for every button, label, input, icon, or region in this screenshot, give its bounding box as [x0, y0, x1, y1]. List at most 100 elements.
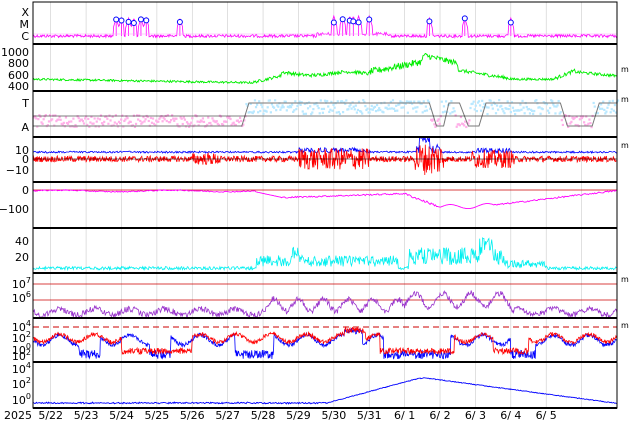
polarity-dot	[478, 104, 482, 107]
x-tick-label: 5/28	[251, 409, 276, 422]
polarity-dot	[468, 119, 471, 122]
polarity-dot	[74, 123, 77, 127]
y-tick-label: A	[21, 121, 29, 134]
polarity-dot	[303, 102, 306, 105]
polarity-dot	[567, 125, 570, 129]
polarity-dot	[341, 111, 345, 114]
polarity-step-line	[33, 102, 617, 127]
polarity-dot	[133, 125, 137, 129]
polarity-dot	[503, 112, 506, 115]
polarity-dot	[201, 117, 205, 120]
polarity-dot	[589, 122, 592, 125]
polarity-dot	[268, 99, 271, 102]
polarity-dot	[480, 109, 483, 112]
polarity-dot	[606, 106, 609, 109]
polarity-dot	[330, 100, 333, 103]
polarity-dot	[225, 120, 228, 123]
electron-flux-line	[33, 290, 618, 319]
polarity-dot	[73, 125, 76, 128]
polarity-dot	[287, 106, 291, 109]
polarity-dot	[285, 109, 288, 112]
polarity-dot	[37, 118, 40, 121]
polarity-dot	[198, 120, 201, 124]
polarity-dot	[310, 112, 313, 116]
polarity-dot	[257, 111, 260, 114]
polarity-dot	[99, 114, 103, 117]
polarity-dot	[612, 109, 615, 112]
polarity-dot	[171, 114, 174, 117]
polarity-dot	[76, 115, 79, 118]
polarity-dot	[262, 112, 265, 115]
polarity-dot	[168, 121, 172, 124]
polarity-dot	[427, 101, 431, 104]
polarity-dot	[614, 111, 618, 114]
polarity-dot	[323, 99, 327, 102]
polarity-dot	[103, 120, 106, 123]
polarity-dot	[137, 118, 140, 121]
polarity-dot	[356, 108, 360, 112]
polarity-dot	[93, 117, 96, 120]
polarity-dot	[522, 106, 525, 109]
polarity-dot	[242, 123, 245, 126]
polarity-dot	[611, 99, 614, 102]
panel-frame	[32, 181, 618, 229]
polarity-dot	[109, 119, 112, 122]
polarity-dot	[360, 110, 363, 113]
polarity-dot	[502, 110, 505, 113]
polarity-dot	[610, 108, 613, 111]
polarity-dot	[554, 112, 557, 115]
polarity-dot	[368, 111, 371, 114]
bt-line	[32, 136, 618, 155]
polarity-dot	[328, 110, 331, 114]
polarity-dot	[584, 123, 587, 127]
polarity-dot	[318, 112, 321, 115]
polarity-dot	[560, 119, 563, 122]
y-tick-label: C	[21, 30, 29, 43]
y-tick-label: T	[21, 97, 29, 110]
polarity-dot	[282, 106, 285, 109]
polarity-dot	[587, 122, 590, 125]
polarity-dot	[371, 108, 374, 111]
polarity-dot	[617, 99, 620, 102]
polarity-dot	[105, 115, 108, 118]
y-tick-label: 0	[22, 153, 29, 166]
y-tick-label: 102	[12, 330, 31, 345]
polarity-dot	[505, 107, 508, 110]
polarity-dot	[411, 102, 414, 105]
right-mark: m	[621, 65, 629, 74]
polarity-dot	[574, 123, 577, 127]
polarity-dot	[111, 115, 114, 118]
polarity-dot	[265, 110, 268, 113]
neutron-line	[32, 377, 618, 405]
polarity-dot	[398, 103, 401, 106]
polarity-dot	[455, 125, 458, 128]
polarity-dot	[593, 105, 596, 108]
polarity-dot	[471, 102, 474, 105]
polarity-dot	[474, 104, 477, 107]
polarity-dot	[115, 122, 119, 125]
polarity-dot	[366, 107, 369, 110]
polarity-dot	[373, 105, 377, 109]
polarity-dot	[523, 112, 526, 115]
polarity-dot	[121, 114, 124, 117]
panel-frame	[32, 361, 618, 409]
polarity-dot	[66, 122, 70, 125]
polarity-dot	[370, 104, 373, 108]
polarity-dot	[83, 117, 87, 120]
polarity-dot	[433, 123, 436, 126]
polarity-dot	[258, 100, 261, 103]
polarity-dot	[275, 109, 278, 112]
polarity-dot	[90, 115, 93, 119]
polarity-dot	[586, 124, 589, 127]
polarity-dot	[354, 104, 357, 107]
polarity-dot	[51, 118, 54, 121]
polarity-dot	[399, 100, 402, 103]
polarity-dot	[448, 103, 451, 106]
polarity-dot	[432, 118, 435, 121]
polarity-dot	[245, 102, 248, 106]
polarity-dot	[467, 122, 470, 125]
polarity-dot	[489, 99, 492, 102]
polarity-dot	[166, 114, 169, 117]
y-tick-label: 800	[8, 57, 29, 70]
polarity-dot	[486, 112, 489, 116]
